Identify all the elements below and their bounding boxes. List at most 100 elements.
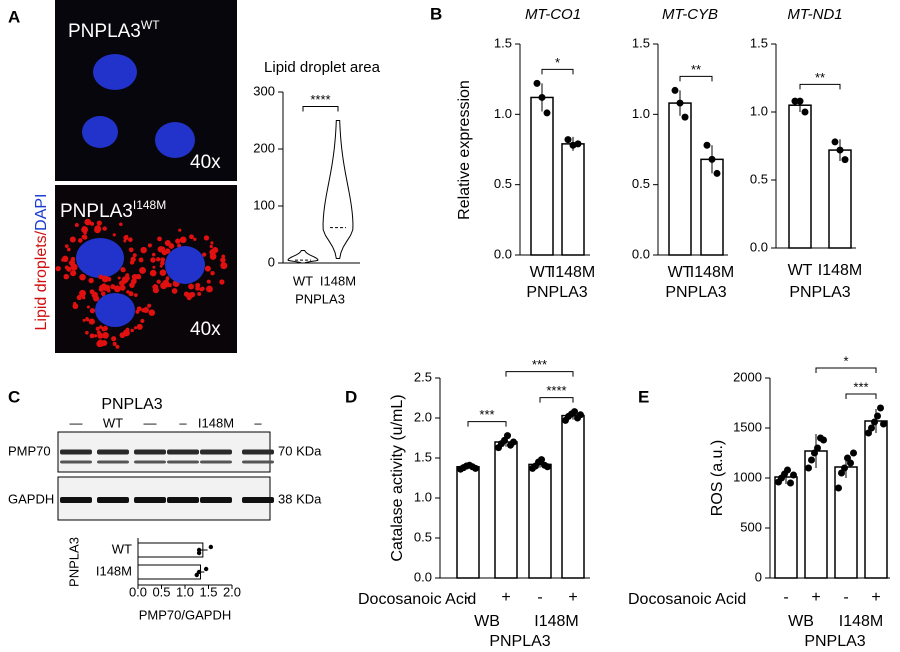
x-tick-label: I148M — [818, 262, 862, 279]
x-tick-label: I148M — [551, 264, 595, 281]
lipid-droplet — [168, 243, 175, 249]
x-tick-label: I148M — [320, 273, 356, 288]
lipid-droplet — [70, 257, 76, 263]
lipid-droplet — [88, 318, 95, 325]
lipid-droplet — [210, 271, 215, 276]
point — [538, 456, 545, 464]
y-tick-label: 2.5 — [414, 369, 432, 384]
bar — [668, 102, 692, 256]
significance-bracket — [541, 68, 574, 75]
group-label: WB — [474, 613, 500, 630]
lipid-droplet — [106, 288, 111, 293]
significance-label: *** — [532, 357, 547, 372]
lipid-droplet — [89, 308, 96, 314]
lipid-droplet — [159, 269, 167, 276]
magnification: 40x — [190, 319, 221, 340]
lipid-droplet — [96, 220, 102, 226]
panel-label: C — [8, 387, 20, 406]
band — [60, 449, 92, 455]
x-axis-label: PMP70/GAPDH — [139, 607, 231, 622]
lipid-droplet — [72, 303, 79, 310]
lipid-droplet — [133, 293, 138, 298]
lipid-droplet — [100, 292, 105, 296]
band-name: PMP70 — [8, 443, 51, 458]
band — [60, 497, 92, 503]
bar — [561, 414, 585, 579]
point — [835, 484, 842, 492]
y-tick-label: 0.5 — [750, 171, 768, 186]
y-tick-label: 500 — [740, 519, 762, 534]
micrograph-wt — [55, 0, 237, 181]
lipid-droplet — [148, 309, 156, 316]
lipid-droplet — [137, 275, 142, 280]
y-axis-label: Catalase activity (u/mL) — [389, 394, 406, 561]
lipid-droplet — [66, 266, 72, 272]
lipid-droplet — [88, 277, 94, 284]
image-label: PNPLA3WT — [68, 18, 160, 42]
nucleus — [165, 246, 205, 284]
point — [571, 408, 578, 416]
point — [538, 93, 546, 101]
chart-title: MT-CYB — [662, 6, 718, 23]
significance-label: ** — [691, 62, 701, 77]
lipid-droplet — [220, 257, 226, 263]
lipid-droplet — [159, 264, 163, 268]
x-axis-label: PNPLA3 — [295, 291, 345, 306]
lipid-droplet — [89, 289, 95, 295]
lipid-droplet — [69, 236, 76, 243]
image-label-name: PNPLA3 — [60, 201, 133, 222]
lipid-droplet — [147, 303, 152, 308]
lipid-droplet — [119, 332, 126, 339]
lipid-droplet — [210, 241, 214, 245]
lipid-droplet — [76, 294, 82, 301]
lipid-droplet — [81, 226, 89, 233]
point — [577, 411, 584, 419]
lipid-droplet — [89, 333, 95, 339]
lane-label: I148M — [198, 415, 234, 430]
x-tick-label: 1.5 — [199, 584, 217, 599]
band-size: 70 KDa — [278, 443, 322, 458]
lipid-droplet — [101, 339, 108, 346]
lipid-droplet — [74, 223, 79, 227]
lipid-droplet — [93, 295, 100, 302]
panel-label: E — [638, 387, 649, 406]
x-tick-label: 0.0 — [129, 584, 147, 599]
lipid-droplet — [123, 235, 129, 241]
y-tick-label: 1000 — [733, 469, 762, 484]
nucleus — [95, 293, 135, 327]
y-tick-label: 1.5 — [750, 35, 768, 50]
y-tick-label: 200 — [253, 140, 275, 155]
bar — [528, 463, 552, 579]
x-tick-label: 2.0 — [223, 584, 241, 599]
significance-label: *** — [853, 379, 868, 394]
band — [200, 460, 232, 464]
lipid-droplet — [130, 256, 136, 262]
lane-label: — — [70, 415, 83, 430]
lipid-droplet — [195, 286, 200, 291]
lipid-droplet — [93, 334, 98, 338]
significance-label: *** — [479, 407, 494, 422]
significance-bracket — [815, 367, 877, 373]
band — [134, 460, 166, 464]
lipid-droplet — [149, 269, 157, 277]
panel-label: A — [8, 7, 20, 26]
point — [196, 550, 202, 556]
point — [703, 141, 711, 149]
lipid-droplet — [136, 306, 142, 312]
bar — [828, 149, 852, 249]
lipid-droplet — [161, 249, 168, 256]
lipid-droplet — [171, 288, 178, 294]
lipid-droplet — [125, 327, 130, 332]
lipid-droplet — [85, 317, 90, 322]
lipid-droplet — [139, 267, 147, 274]
point — [868, 424, 875, 432]
y-tick-label: 1.5 — [414, 449, 432, 464]
band-size: 38 KDa — [278, 491, 322, 506]
lipid-droplet — [206, 279, 211, 284]
lipid-droplet — [147, 243, 152, 248]
lipid-droplet — [136, 323, 143, 330]
lipid-droplet — [162, 279, 170, 287]
lipid-droplet — [102, 332, 109, 339]
stain-part: / — [33, 230, 50, 235]
